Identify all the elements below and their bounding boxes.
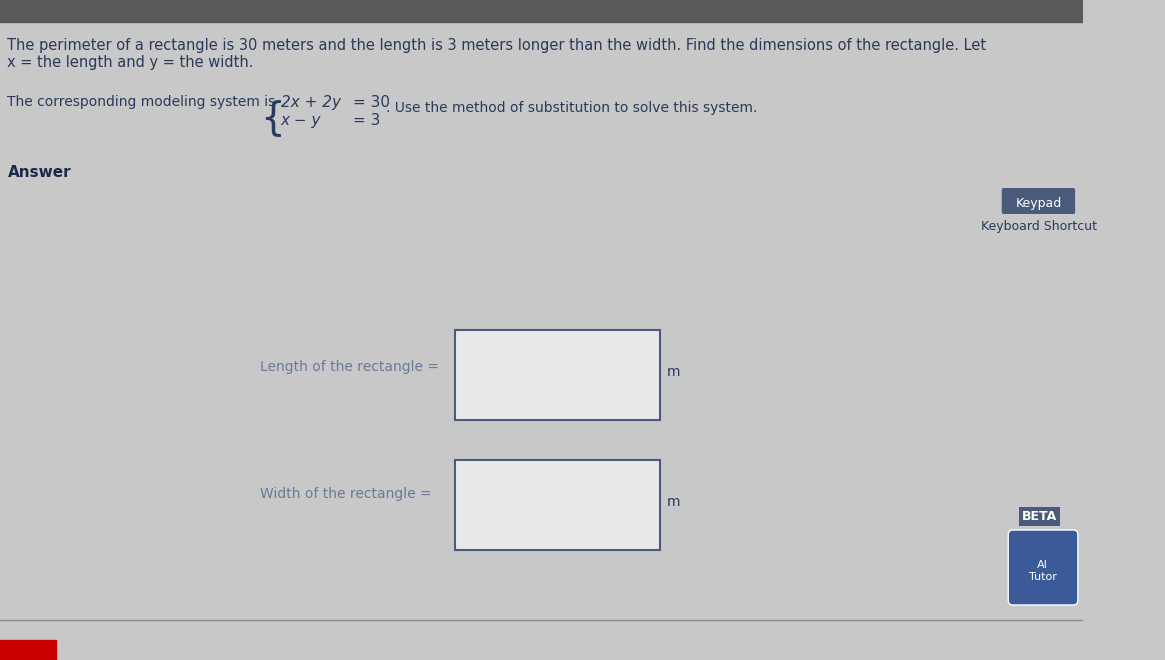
Text: BETA: BETA [1022, 510, 1058, 523]
FancyBboxPatch shape [1008, 530, 1078, 605]
Text: = 30: = 30 [353, 95, 390, 110]
Bar [456, 460, 659, 550]
Bar [456, 330, 659, 420]
Text: The perimeter of a rectangle is 30 meters and the length is 3 meters longer than: The perimeter of a rectangle is 30 meter… [7, 38, 987, 53]
Text: Keyboard Shortcut: Keyboard Shortcut [981, 220, 1097, 233]
Text: x = the length and y = the width.: x = the length and y = the width. [7, 55, 254, 70]
Text: Answer: Answer [7, 165, 71, 180]
Text: m: m [668, 365, 680, 379]
FancyBboxPatch shape [1002, 188, 1075, 214]
Text: 2x + 2y: 2x + 2y [281, 95, 340, 110]
Text: = 3: = 3 [353, 113, 381, 128]
Text: Length of the rectangle =: Length of the rectangle = [260, 360, 439, 374]
Text: x − y: x − y [281, 113, 322, 128]
Text: . Use the method of substitution to solve this system.: . Use the method of substitution to solv… [386, 101, 757, 115]
Text: m: m [668, 495, 680, 509]
Text: $\{$: $\{$ [260, 98, 282, 139]
Text: AI
Tutor: AI Tutor [1029, 560, 1057, 581]
Text: Keypad: Keypad [1016, 197, 1062, 210]
Bar [0, 640, 56, 660]
Text: Width of the rectangle =: Width of the rectangle = [260, 487, 432, 501]
Text: The corresponding modeling system is: The corresponding modeling system is [7, 95, 276, 109]
Bar [0, 0, 1082, 22]
